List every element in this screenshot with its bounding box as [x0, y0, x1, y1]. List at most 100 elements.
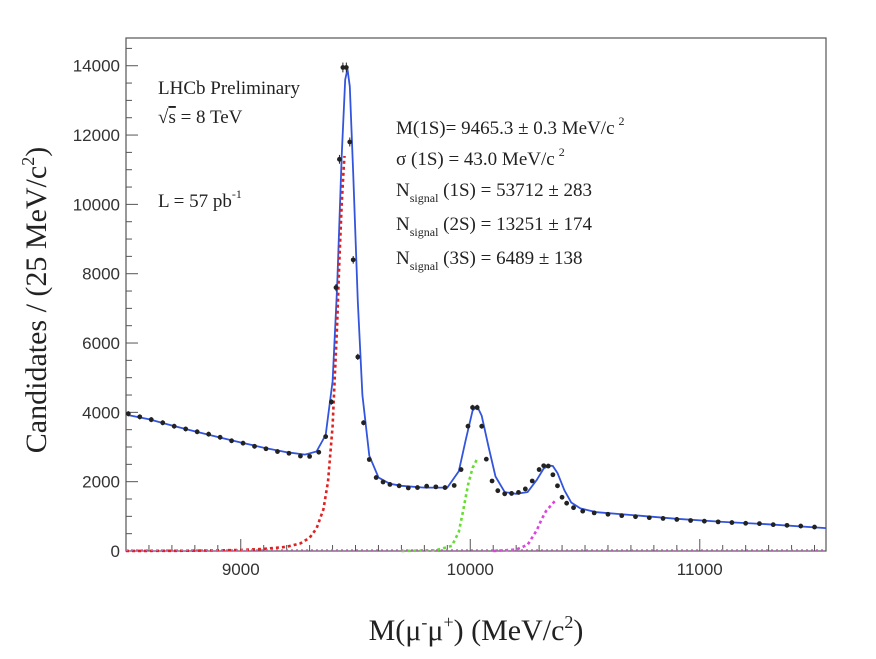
data-point: [674, 517, 680, 522]
sigma-result: σ (1S) = 43.0 MeV/c 2: [396, 145, 565, 170]
y-tick-label: 8000: [82, 265, 120, 284]
data-point: [415, 485, 420, 490]
data-point: [516, 490, 521, 495]
data-point: [483, 456, 489, 462]
data-point: [350, 257, 356, 263]
data-point: [424, 483, 430, 489]
data-point: [286, 450, 292, 456]
data-point: [571, 505, 576, 511]
data-point: [529, 478, 535, 484]
data-point: [396, 483, 402, 489]
data-point: [660, 516, 666, 521]
data-point: [555, 483, 560, 489]
n-signal-1s: Nsignal (1S) = 53712 ± 283: [396, 180, 592, 205]
data-point: [442, 485, 448, 490]
x-axis-label: M(μ-μ+) (MeV/c2): [369, 612, 584, 647]
data-point: [701, 518, 707, 524]
data-point: [536, 467, 542, 472]
x-tick-label: 10000: [447, 560, 494, 579]
data-point: [729, 520, 735, 525]
data-point: [784, 522, 790, 528]
data-point: [541, 463, 547, 469]
y-tick-label: 12000: [73, 126, 120, 145]
data-point: [633, 514, 638, 520]
data-point: [206, 431, 212, 437]
data-point: [798, 523, 804, 529]
data-point: [361, 420, 366, 426]
data-point: [433, 484, 439, 490]
data-point: [502, 491, 508, 497]
data-point: [347, 139, 353, 145]
data-point: [489, 478, 495, 484]
data-point: [522, 486, 528, 492]
data-point: [316, 449, 322, 455]
fit-component-signal_1s: [125, 155, 346, 553]
data-point: [263, 446, 269, 452]
luminosity-label: L = 57 pb-1: [158, 187, 242, 212]
data-point: [355, 354, 361, 360]
data-point: [217, 434, 223, 440]
data-point: [619, 513, 625, 519]
data-point: [550, 472, 556, 478]
data-point: [495, 488, 501, 494]
series-layer: [125, 62, 827, 553]
axis-ticks: 9000 10000 11000 0 2000 4000 6000 8000 10000 1200…: [73, 47, 816, 579]
n-signal-2s: Nsignal (2S) = 13251 ± 174: [396, 214, 593, 239]
data-point: [366, 457, 372, 462]
data-point: [405, 485, 411, 491]
data-point: [559, 494, 565, 500]
data-point: [329, 399, 334, 405]
x-tick-label: 11000: [677, 560, 723, 579]
data-point: [333, 285, 339, 290]
data-point: [229, 438, 234, 444]
data-point: [646, 515, 652, 521]
y-tick-label: 0: [111, 542, 120, 561]
data-point: [451, 483, 457, 488]
y-tick-label: 10000: [73, 195, 120, 214]
y-axis-label: Candidates / (25 MeV/c2): [18, 147, 53, 453]
data-point: [387, 482, 393, 487]
y-tick-label: 6000: [82, 334, 120, 353]
fit-component-signal_2s: [401, 458, 479, 553]
y-tick-label: 4000: [82, 403, 120, 422]
data-point: [340, 65, 346, 70]
data-point: [307, 453, 313, 459]
data-point: [323, 434, 329, 440]
data-point: [125, 411, 131, 417]
data-point: [564, 500, 570, 506]
data-point: [770, 522, 776, 528]
data-point: [509, 491, 514, 496]
n-signal-3s: Nsignal (3S) = 6489 ± 138: [396, 248, 583, 273]
data-point: [715, 519, 721, 525]
data-point: [545, 463, 551, 469]
data-point: [137, 414, 143, 420]
data-point: [275, 449, 280, 454]
data-point: [252, 443, 257, 449]
data-point: [298, 453, 303, 459]
data-point: [373, 475, 379, 480]
y-tick-label: 2000: [82, 473, 120, 492]
data-point: [343, 65, 349, 70]
data-point: [380, 479, 386, 485]
data-point: [605, 511, 611, 517]
x-tick-label: 9000: [222, 560, 260, 579]
experiment-label: LHCb Preliminary: [158, 78, 300, 99]
data-point: [160, 420, 166, 426]
mass-result: M(1S)= 9465.3 ± 0.3 MeV/c 2: [396, 114, 625, 139]
data-point: [470, 405, 475, 410]
data-point: [688, 518, 693, 523]
y-tick-label: 14000: [73, 57, 120, 76]
data-point: [458, 467, 464, 472]
data-point: [591, 510, 597, 516]
data-point: [337, 156, 342, 162]
data-point: [580, 508, 586, 514]
data-point: [465, 423, 471, 429]
data-point: [474, 405, 480, 410]
data-point: [743, 520, 749, 526]
data-point: [757, 521, 762, 527]
energy-label: √s = 8 TeV: [158, 107, 243, 128]
data-point: [812, 524, 817, 530]
data-point: [240, 440, 246, 446]
data-point: [171, 423, 177, 429]
